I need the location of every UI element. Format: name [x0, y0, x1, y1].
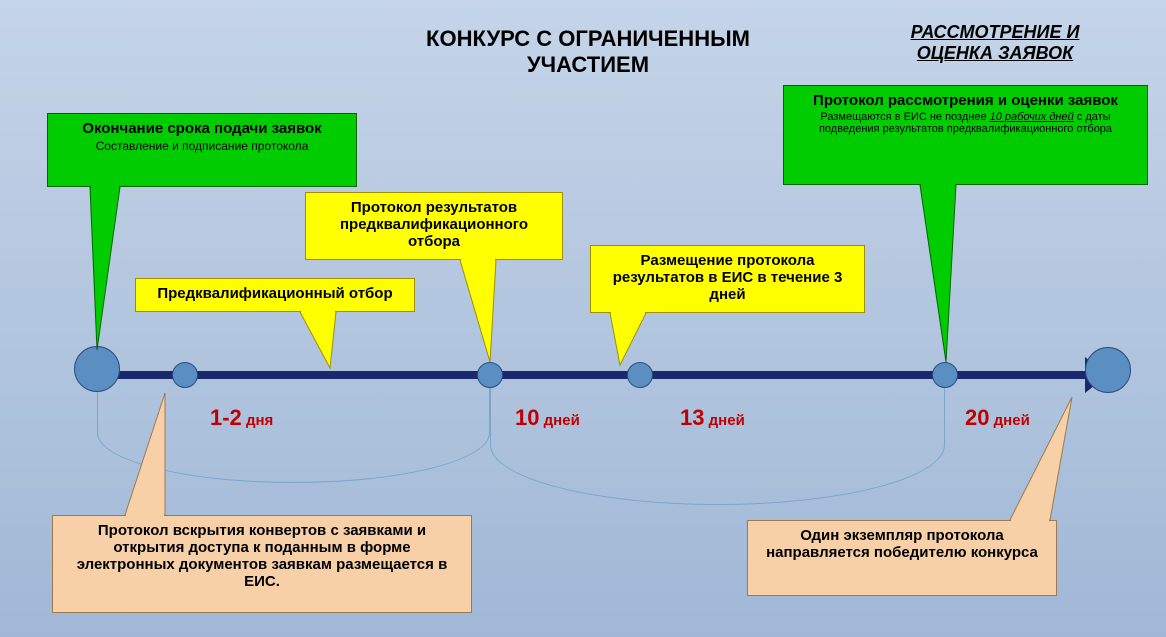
axis-value: 13: [680, 405, 704, 430]
axis-label: 13 дней: [680, 405, 745, 431]
callout-title: Размещение протокола результатов в ЕИС в…: [601, 252, 854, 303]
timeline-node: [477, 362, 503, 388]
axis-label: 20 дней: [965, 405, 1030, 431]
callout-title: Протокол вскрытия конвертов с заявками и…: [63, 522, 461, 590]
callout-c5: Протокол рассмотрения и оценки заявок Раз…: [783, 85, 1148, 185]
timeline-node: [627, 362, 653, 388]
axis-value: 10: [515, 405, 539, 430]
axis-label: 1-2 дня: [210, 405, 273, 431]
timeline-node: [74, 346, 120, 392]
axis-unit: дней: [989, 412, 1029, 429]
callout-subtitle: Размещаются в ЕИС не позднее 10 рабочих …: [794, 111, 1137, 135]
timeline-node: [932, 362, 958, 388]
callout-c1: Окончание срока подачи заявок Составление…: [47, 113, 357, 187]
callout-title: Протокол результатов предквалификационно…: [316, 199, 552, 250]
callout-c2: Предквалификационный отбор: [135, 278, 415, 312]
connector-arc: [97, 383, 490, 483]
axis-unit: дней: [704, 412, 744, 429]
timeline-node: [1085, 347, 1131, 393]
callout-title: Один экземпляр протокола направляется по…: [758, 527, 1046, 561]
callout-c4: Размещение протокола результатов в ЕИС в…: [590, 245, 865, 313]
axis-label: 10 дней: [515, 405, 580, 431]
axis-unit: дня: [242, 412, 274, 429]
axis-value: 1-2: [210, 405, 242, 430]
page-subtitle: РАССМОТРЕНИЕ И ОЦЕНКА ЗАЯВОК: [870, 22, 1120, 64]
connector-arc: [490, 385, 945, 505]
callout-c7: Один экземпляр протокола направляется по…: [747, 520, 1057, 596]
callout-subtitle: Составление и подписание протокола: [58, 139, 346, 153]
axis-unit: дней: [539, 412, 579, 429]
page-title: КОНКУРС С ОГРАНИЧЕННЫМ УЧАСТИЕМ: [373, 26, 803, 78]
callout-title: Окончание срока подачи заявок: [58, 120, 346, 137]
callout-c6: Протокол вскрытия конвертов с заявками и…: [52, 515, 472, 613]
callout-c3: Протокол результатов предквалификационно…: [305, 192, 563, 260]
timeline-node: [172, 362, 198, 388]
callout-title: Протокол рассмотрения и оценки заявок: [794, 92, 1137, 109]
callout-title: Предквалификационный отбор: [146, 285, 404, 302]
axis-value: 20: [965, 405, 989, 430]
